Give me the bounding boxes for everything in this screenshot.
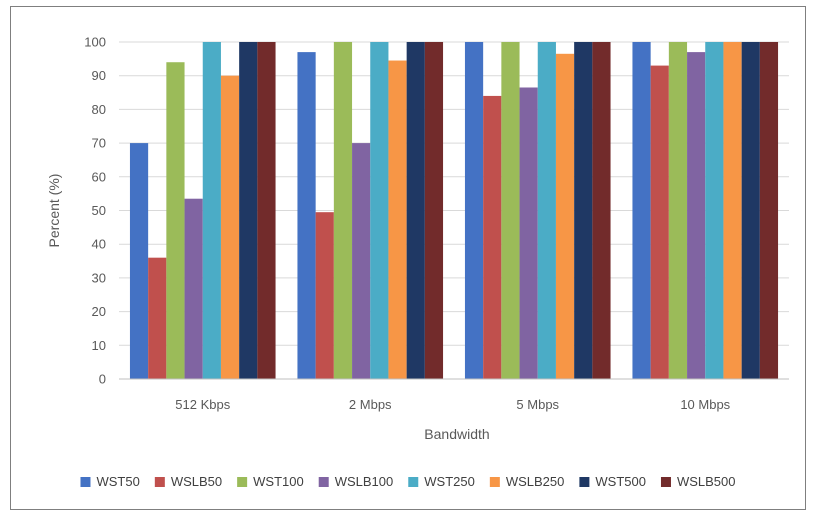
legend: WST50 WSLB50 WST100 WSLB100 WST250 WSLB250 WST… xyxy=(80,474,736,489)
legend-swatch xyxy=(579,477,590,487)
bar-wst500-0 xyxy=(239,42,258,379)
bar-chart: 0 10 20 30 40 50 60 70 80 90 100 512 Kbps 2 Mbps 5 Mb… xyxy=(46,35,789,489)
legend-swatch xyxy=(660,477,671,487)
bar-wslb50-1 xyxy=(315,212,334,379)
bar-wst250-0 xyxy=(202,42,221,379)
bar-wst500-2 xyxy=(574,42,593,379)
bar-wst50-2 xyxy=(464,42,484,379)
y-tick-label: 90 xyxy=(92,68,106,83)
bar-wst100-2 xyxy=(501,42,520,379)
y-tick-label: 20 xyxy=(92,304,106,319)
bar-wst100-0 xyxy=(166,62,185,379)
legend-label: WSLB250 xyxy=(506,474,565,489)
legend-label: WST50 xyxy=(96,474,139,489)
legend-label: WSLB50 xyxy=(171,474,222,489)
legend-item-wslb100: WSLB100 xyxy=(318,474,394,489)
bar-wst500-1 xyxy=(406,42,425,379)
legend-label: WST250 xyxy=(424,474,475,489)
bar-wslb500-0 xyxy=(257,42,276,379)
y-tick-label: 70 xyxy=(92,136,106,151)
bar-wslb50-3 xyxy=(650,65,669,379)
bar-wslb250-1 xyxy=(388,60,407,379)
x-axis-title: Bandwidth xyxy=(424,426,489,442)
y-axis-title: Percent (%) xyxy=(46,174,62,248)
bar-wst50-0 xyxy=(129,143,149,379)
axes: 0 10 20 30 40 50 60 70 80 90 100 512 Kbps 2 Mbps 5 Mb… xyxy=(84,35,789,412)
y-tick-label: 0 xyxy=(99,372,106,387)
bar-wst250-3 xyxy=(705,42,724,379)
legend-swatch xyxy=(408,477,419,487)
bars xyxy=(129,42,779,380)
bar-wslb500-3 xyxy=(759,42,779,379)
y-tick-label: 10 xyxy=(92,338,106,353)
legend-item-wst500: WST500 xyxy=(579,474,646,489)
x-tick-label: 512 Kbps xyxy=(175,397,230,412)
legend-item-wslb500: WSLB500 xyxy=(660,474,736,489)
legend-item-wst100: WST100 xyxy=(237,474,304,489)
y-tick-label: 50 xyxy=(92,203,106,218)
legend-item-wslb50: WSLB50 xyxy=(154,474,222,489)
bar-wslb100-0 xyxy=(184,198,203,379)
bar-wst50-1 xyxy=(297,52,316,380)
bar-wslb500-1 xyxy=(424,42,444,379)
bar-wslb250-2 xyxy=(555,53,575,380)
x-tick-label: 10 Mbps xyxy=(680,397,730,412)
bar-wslb250-3 xyxy=(723,42,742,379)
legend-label: WST500 xyxy=(595,474,646,489)
bar-wst250-2 xyxy=(537,42,556,379)
x-tick-label: 2 Mbps xyxy=(349,397,392,412)
bar-wslb500-2 xyxy=(592,42,611,379)
legend-item-wst250: WST250 xyxy=(408,474,475,489)
bar-wst250-1 xyxy=(370,42,389,379)
y-tick-label: 60 xyxy=(92,169,106,184)
legend-item-wslb250: WSLB250 xyxy=(489,474,565,489)
legend-swatch xyxy=(80,477,91,487)
legend-label: WSLB100 xyxy=(335,474,394,489)
bar-wslb50-2 xyxy=(483,95,502,380)
legend-swatch xyxy=(154,477,165,487)
y-tick-label: 80 xyxy=(92,102,106,117)
legend-label: WST100 xyxy=(253,474,304,489)
legend-swatch xyxy=(237,477,248,487)
y-tick-label: 40 xyxy=(92,237,106,252)
y-tick-label: 100 xyxy=(84,35,106,50)
bar-wst100-3 xyxy=(668,42,688,379)
bar-wst100-1 xyxy=(333,42,353,379)
bar-wslb100-1 xyxy=(352,143,371,379)
legend-item-wst50: WST50 xyxy=(80,474,140,489)
y-tick-label: 30 xyxy=(92,270,106,285)
legend-swatch xyxy=(318,477,329,487)
chart-frame: 0 10 20 30 40 50 60 70 80 90 100 512 Kbps 2 Mbps 5 Mb… xyxy=(10,6,806,510)
bar-wslb100-2 xyxy=(519,87,538,380)
bar-wslb250-0 xyxy=(220,75,240,379)
x-tick-label: 5 Mbps xyxy=(516,397,559,412)
bar-wst50-3 xyxy=(632,42,651,379)
legend-label: WSLB500 xyxy=(677,474,736,489)
bar-wslb50-0 xyxy=(148,257,167,379)
bar-wst500-3 xyxy=(741,42,760,379)
bar-wslb100-3 xyxy=(687,52,706,380)
legend-swatch xyxy=(489,477,500,487)
